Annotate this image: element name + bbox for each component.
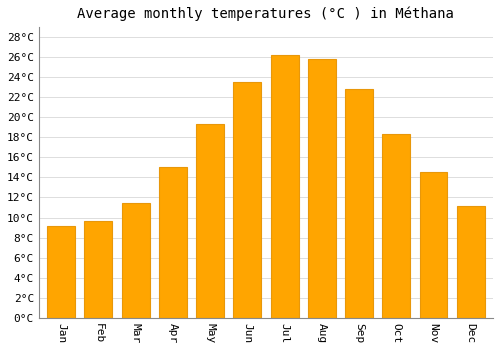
Title: Average monthly temperatures (°C ) in Méthana: Average monthly temperatures (°C ) in Mé… (78, 7, 454, 21)
Bar (308, 59, 336, 318)
Bar (159, 167, 187, 318)
Bar (234, 82, 262, 318)
Bar (196, 124, 224, 318)
Bar (382, 134, 410, 318)
Bar (47, 225, 75, 318)
Bar (122, 203, 150, 318)
Bar (345, 89, 373, 318)
Bar (457, 206, 484, 318)
Bar (420, 172, 448, 318)
Bar (270, 55, 298, 318)
Bar (84, 220, 112, 318)
